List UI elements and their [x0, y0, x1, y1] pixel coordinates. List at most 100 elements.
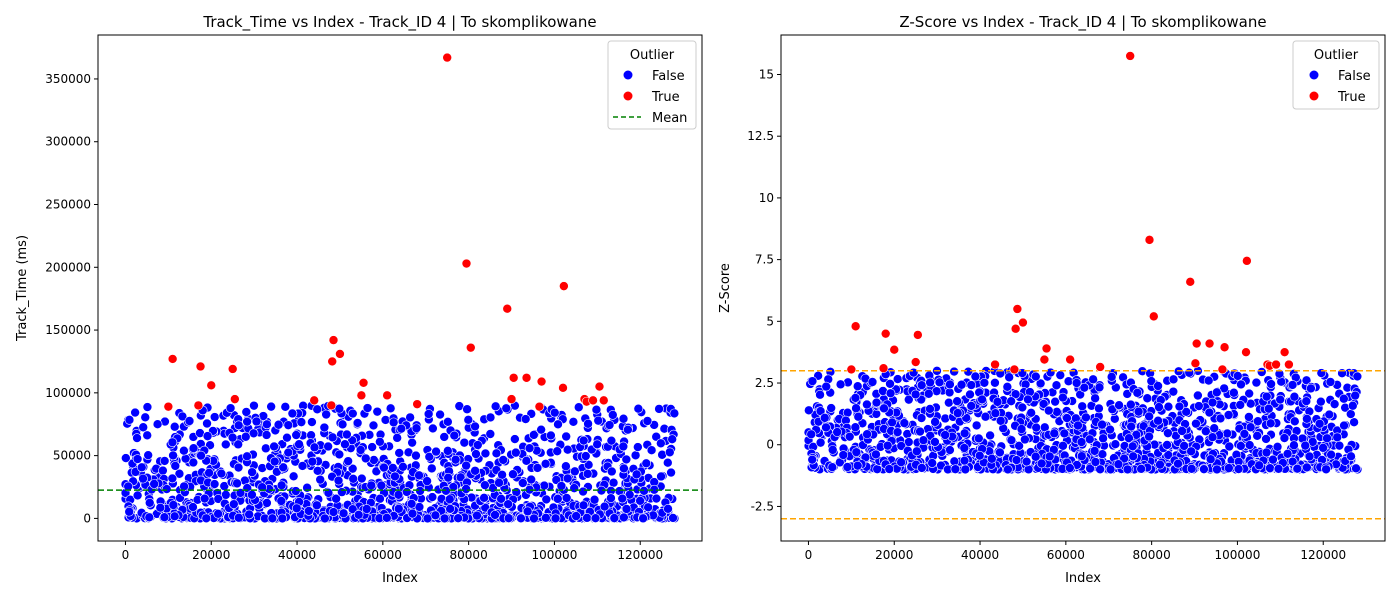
false-point: [480, 448, 491, 459]
x-tick-label: 120000: [617, 548, 663, 562]
false-point: [1261, 434, 1271, 444]
outlier-point: [508, 372, 519, 383]
false-point: [607, 410, 618, 420]
y-tick-label: 0: [766, 438, 774, 452]
false-point: [1302, 413, 1312, 424]
false-point: [1113, 459, 1124, 470]
false-point: [540, 459, 551, 469]
false-point: [209, 479, 220, 489]
false-point: [838, 450, 849, 460]
false-point: [225, 403, 236, 413]
false-point: [965, 389, 975, 400]
false-point: [546, 430, 556, 441]
outlier-point: [1039, 354, 1050, 365]
false-point: [296, 417, 307, 427]
false-point: [925, 404, 935, 414]
false-point: [1105, 464, 1116, 475]
false-point: [202, 418, 212, 429]
false-point: [338, 508, 349, 519]
false-point: [1076, 437, 1087, 447]
false-point: [188, 443, 199, 453]
false-point: [593, 415, 604, 426]
false-point: [912, 446, 922, 457]
false-point: [1050, 396, 1060, 407]
false-point: [1045, 367, 1056, 378]
y-axis-ticks: -2.5 0 2.5 5 7.5 10 12.5 15: [747, 67, 781, 513]
false-point: [985, 430, 995, 441]
false-point: [1279, 433, 1290, 443]
false-point: [385, 403, 396, 414]
false-point: [282, 432, 292, 443]
false-point: [445, 504, 455, 514]
z-score-chart: Z-Score vs Index - Track_ID 4 | To skomp…: [718, 13, 1386, 586]
false-point: [1347, 400, 1358, 411]
false-point: [1235, 400, 1246, 410]
false-point: [1017, 402, 1028, 413]
false-point: [832, 427, 842, 437]
false-point: [130, 407, 140, 418]
false-point: [529, 513, 539, 524]
outlier-point: [412, 399, 422, 409]
false-point: [641, 458, 652, 469]
false-point: [247, 467, 257, 477]
false-point: [1155, 459, 1165, 470]
false-point: [233, 420, 244, 431]
false-point: [568, 417, 579, 427]
y-tick-label: 2.5: [755, 376, 774, 390]
y-tick-label: 100000: [45, 386, 91, 400]
false-point: [917, 463, 927, 473]
false-point: [842, 462, 853, 472]
false-point: [396, 423, 407, 434]
y-tick-label: 15: [759, 67, 774, 81]
false-point: [1126, 399, 1136, 410]
false-point: [1126, 421, 1136, 432]
legend-frame: [607, 40, 697, 130]
false-point: [1089, 446, 1100, 456]
false-point: [918, 435, 929, 446]
false-point: [372, 406, 383, 417]
false-point: [343, 456, 353, 466]
false-point: [1084, 434, 1095, 445]
false-point: [1334, 440, 1345, 451]
false-point: [1051, 380, 1062, 391]
legend-label-mean: Mean: [652, 111, 687, 126]
false-point: [1055, 370, 1066, 380]
false-point: [388, 417, 399, 428]
outlier-point: [889, 344, 900, 355]
false-point: [159, 456, 170, 466]
false-point: [1289, 391, 1300, 402]
false-point: [663, 504, 673, 514]
false-point: [592, 439, 602, 450]
false-point: [970, 371, 981, 382]
false-point: [251, 416, 262, 427]
legend-label-true: True: [651, 90, 680, 105]
false-point: [867, 377, 878, 387]
false-point: [320, 513, 330, 524]
false-point: [323, 441, 333, 452]
false-point: [1036, 458, 1047, 469]
false-point: [443, 417, 453, 427]
false-point: [643, 502, 653, 513]
false-point: [170, 461, 181, 471]
false-point: [570, 466, 580, 477]
false-point: [287, 408, 298, 419]
x-tick-label: 60000: [364, 548, 402, 562]
false-point: [1302, 462, 1312, 473]
legend-label-false: False: [1338, 69, 1371, 84]
outlier-point: [521, 372, 532, 383]
false-point: [606, 466, 617, 477]
false-point: [1289, 416, 1300, 427]
false-point: [1268, 454, 1278, 465]
false-point: [944, 387, 955, 398]
false-point: [1232, 371, 1243, 381]
false-point: [462, 404, 472, 415]
y-tick-label: 5: [766, 314, 774, 328]
y-tick-label: 150000: [45, 323, 91, 337]
false-point: [491, 448, 502, 459]
false-point: [1209, 423, 1220, 434]
false-point: [503, 513, 514, 523]
false-point: [435, 409, 445, 420]
false-point: [1318, 443, 1328, 453]
false-point: [1163, 450, 1174, 460]
false-point: [232, 478, 242, 489]
